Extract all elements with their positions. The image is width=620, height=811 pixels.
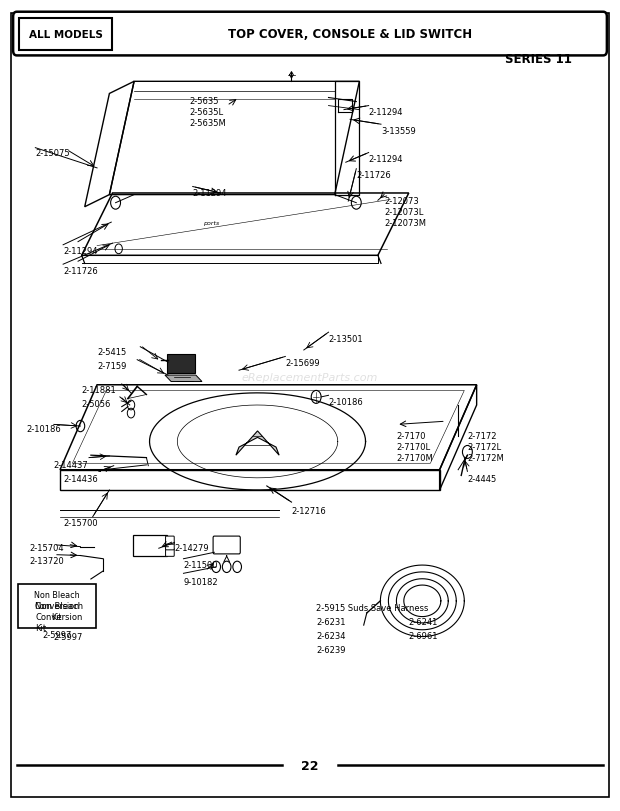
Text: 2-5056: 2-5056 <box>82 399 111 408</box>
Text: 2-10186: 2-10186 <box>26 425 61 434</box>
Text: TOP COVER, CONSOLE & LID SWITCH: TOP COVER, CONSOLE & LID SWITCH <box>228 28 472 41</box>
Text: 2-12073
2-12073L
2-12073M: 2-12073 2-12073L 2-12073M <box>384 197 426 228</box>
Text: ·: · <box>97 464 102 478</box>
FancyBboxPatch shape <box>19 19 112 51</box>
Text: 2-13501: 2-13501 <box>329 334 363 343</box>
FancyBboxPatch shape <box>166 536 174 544</box>
FancyBboxPatch shape <box>213 536 241 554</box>
Text: ALL MODELS: ALL MODELS <box>29 30 102 40</box>
FancyBboxPatch shape <box>166 548 174 556</box>
Text: 2-11726: 2-11726 <box>63 267 98 276</box>
FancyBboxPatch shape <box>167 354 195 374</box>
Text: 22: 22 <box>301 758 319 771</box>
FancyBboxPatch shape <box>11 14 609 797</box>
Text: 2-15075: 2-15075 <box>35 148 70 157</box>
Text: 2-5635
2-5635L
2-5635M: 2-5635 2-5635L 2-5635M <box>190 97 226 128</box>
Text: 9-10182: 9-10182 <box>184 577 218 586</box>
Text: 2-15704: 2-15704 <box>29 543 64 552</box>
Text: 2-4445: 2-4445 <box>467 474 497 483</box>
FancyBboxPatch shape <box>18 584 96 628</box>
Text: 2-11500: 2-11500 <box>184 560 218 569</box>
FancyBboxPatch shape <box>166 542 174 550</box>
Text: SERIES 11: SERIES 11 <box>505 53 572 66</box>
Text: 2-7170
2-7170L
2-7170M: 2-7170 2-7170L 2-7170M <box>396 431 433 462</box>
Text: 2-5997: 2-5997 <box>54 632 83 641</box>
Text: 2-14279: 2-14279 <box>174 543 209 552</box>
Text: 2-11294: 2-11294 <box>369 108 403 117</box>
FancyBboxPatch shape <box>133 535 167 556</box>
Text: 2-7159: 2-7159 <box>97 362 126 371</box>
Text: 2-5915 Suds Save Harness: 2-5915 Suds Save Harness <box>316 603 428 612</box>
Text: ports: ports <box>203 221 219 225</box>
Text: 2-11294: 2-11294 <box>193 189 227 198</box>
Polygon shape <box>236 431 279 456</box>
Text: 2-11294: 2-11294 <box>369 155 403 164</box>
Text: 2-6241: 2-6241 <box>409 617 438 626</box>
Text: 2-14436: 2-14436 <box>63 474 98 483</box>
Text: 2-5997: 2-5997 <box>42 630 72 639</box>
Text: 2-13720: 2-13720 <box>29 556 64 565</box>
Text: Non Bleach
Conversion
Kit: Non Bleach Conversion Kit <box>34 590 80 621</box>
Text: 2-11294: 2-11294 <box>63 247 97 256</box>
Text: 2-14437: 2-14437 <box>54 461 89 470</box>
Polygon shape <box>165 375 202 382</box>
Text: 2-11881: 2-11881 <box>82 385 117 394</box>
Text: 2-6234: 2-6234 <box>316 631 346 640</box>
Text: 2-7172
2-7172L
2-7172M: 2-7172 2-7172L 2-7172M <box>467 431 504 462</box>
FancyBboxPatch shape <box>13 13 607 56</box>
Text: 3-13559: 3-13559 <box>381 127 416 135</box>
Text: 2-11726: 2-11726 <box>356 171 391 180</box>
Text: 2-5415: 2-5415 <box>97 347 126 356</box>
Text: 2-6961: 2-6961 <box>409 631 438 640</box>
Text: Non Bleach
Conversion
Kit: Non Bleach Conversion Kit <box>35 601 84 633</box>
Text: 2-6231: 2-6231 <box>316 617 346 626</box>
Text: 2-15700: 2-15700 <box>63 519 98 528</box>
Text: 2-12716: 2-12716 <box>291 507 326 516</box>
Text: eReplacementParts.com: eReplacementParts.com <box>242 372 378 382</box>
Text: 2-10186: 2-10186 <box>329 397 363 406</box>
Text: 2-15699: 2-15699 <box>285 358 320 367</box>
Text: 2-6239: 2-6239 <box>316 645 346 654</box>
